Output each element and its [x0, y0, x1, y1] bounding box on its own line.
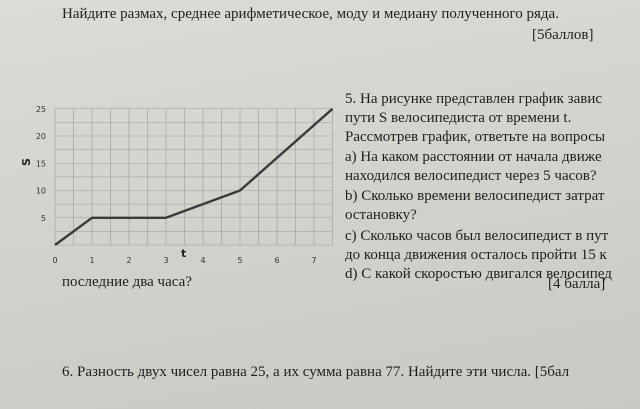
task5-line: c) Сколько часов был велосипедист в пут — [345, 228, 609, 244]
graph-ticks: 0 1 2 3 4 5 6 7 5 10 15 20 25 — [36, 105, 317, 265]
x-tick-label: 0 — [52, 256, 57, 265]
task5-line: пути S велосипедиста от времени t. — [345, 110, 572, 126]
distance-time-line — [54, 107, 334, 246]
y-tick-label: 5 — [41, 214, 46, 223]
task5-line: до конца движения осталось пройти 15 к — [345, 247, 607, 263]
graph-grid — [54, 108, 333, 246]
x-tick-label: 3 — [163, 256, 168, 265]
y-axis-label: S — [20, 158, 33, 166]
x-axis-label: t — [181, 247, 186, 260]
task5-line: находился велосипедист через 5 часов? — [345, 168, 597, 184]
x-tick-label: 1 — [89, 256, 94, 265]
task5-line: остановку? — [345, 207, 417, 223]
y-tick-label: 20 — [36, 132, 46, 141]
y-tick-label: 15 — [36, 159, 46, 168]
y-tick-label: 25 — [36, 105, 46, 114]
x-tick-label: 7 — [311, 256, 316, 265]
task5-line: а) На каком расстоянии от начала движе — [345, 149, 602, 165]
task6-question: 6. Разность двух чисел равна 25, а их су… — [62, 364, 570, 380]
x-tick-label: 2 — [126, 256, 131, 265]
x-tick-label: 5 — [237, 256, 242, 265]
task5-line: 5. На рисунке представлен график завис — [345, 91, 602, 107]
x-tick-label: 4 — [200, 256, 205, 265]
task5-line: b) Сколько времени велосипедист затрат — [345, 188, 605, 204]
task5-line: d) С какой скоростью двигался велосипед — [345, 266, 612, 282]
task5-last-line: последние два часа? — [62, 274, 192, 290]
task5-line: Рассмотрев график, ответьте на вопросы — [345, 129, 606, 145]
task4-points: [5баллов] — [532, 27, 594, 43]
task4-question: Найдите размах, среднее арифметическое, … — [62, 6, 559, 22]
x-tick-label: 6 — [274, 256, 279, 265]
y-tick-label: 10 — [36, 187, 46, 196]
task5-points: [4 балла] — [548, 276, 606, 292]
